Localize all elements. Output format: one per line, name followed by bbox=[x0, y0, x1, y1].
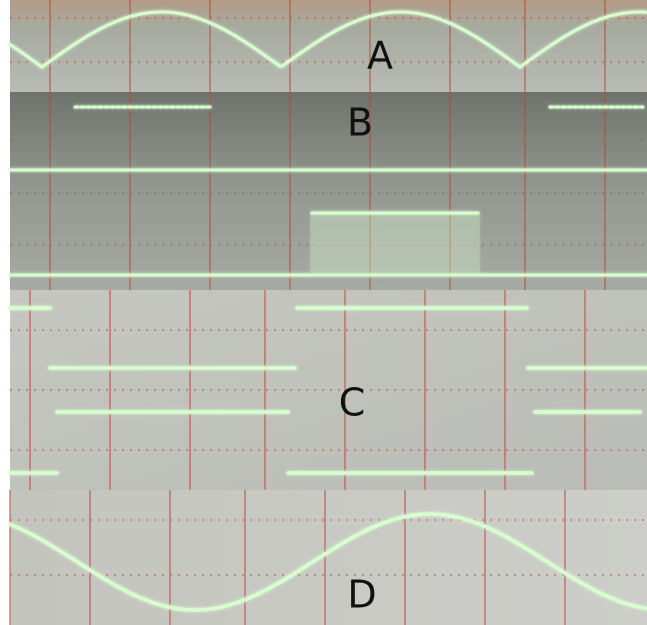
panel-label: C bbox=[339, 381, 366, 425]
noise-block bbox=[310, 213, 480, 275]
panel-label: B bbox=[347, 101, 373, 145]
panel-label: A bbox=[367, 34, 393, 78]
panel-label: D bbox=[347, 573, 376, 617]
page: A B C D (() => { const data = JSON.parse… bbox=[0, 0, 647, 625]
panels-background bbox=[10, 0, 647, 625]
oscilloscope-photo: A B C D bbox=[0, 0, 647, 625]
